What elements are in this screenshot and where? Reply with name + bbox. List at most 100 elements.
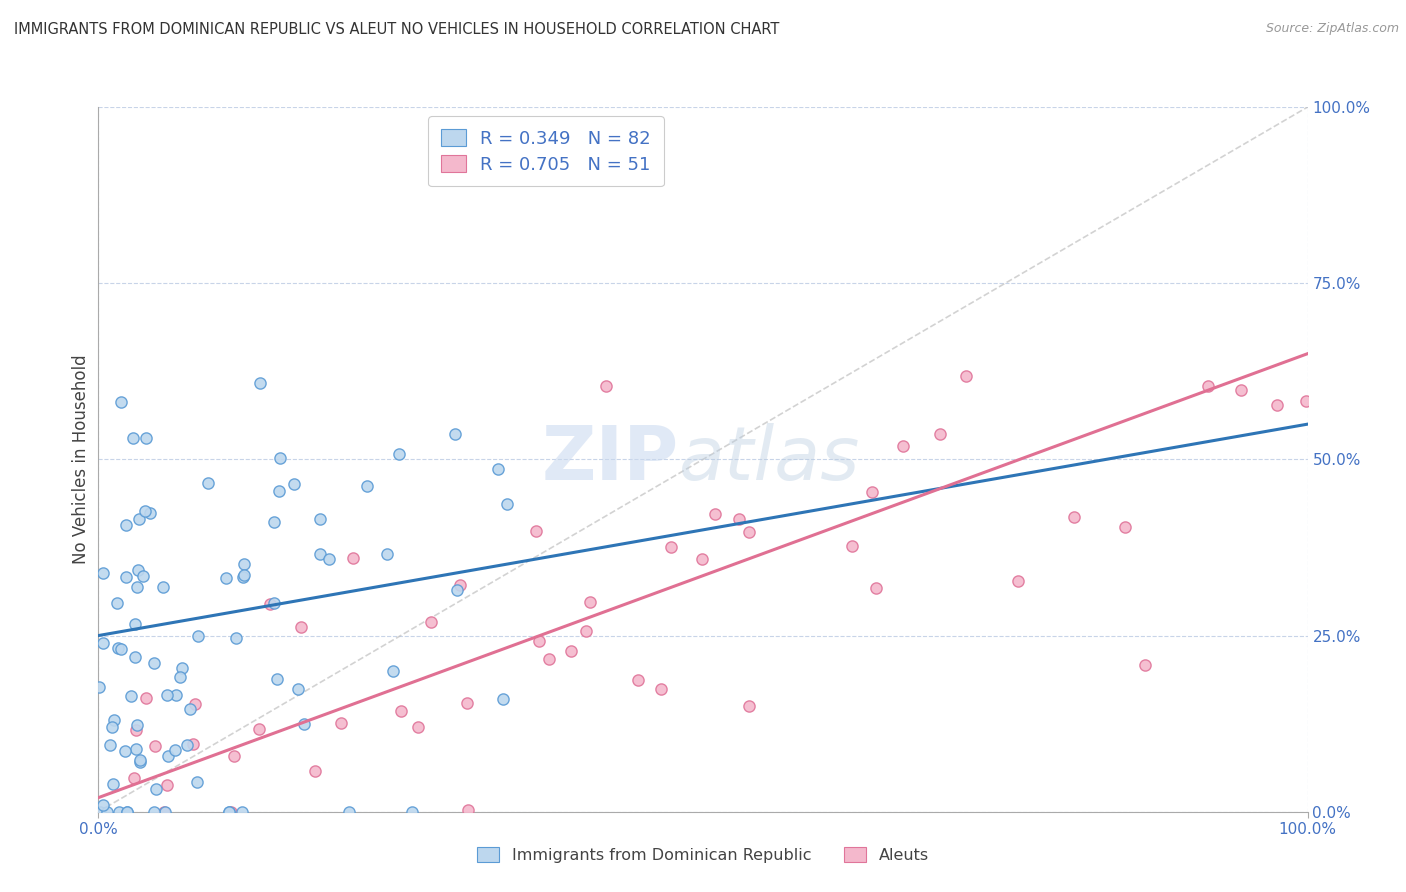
Point bbox=[269, 450, 291, 465]
Point bbox=[247, 722, 270, 736]
Point bbox=[231, 805, 253, 819]
Point bbox=[575, 624, 598, 638]
Point bbox=[91, 635, 114, 649]
Point bbox=[263, 596, 285, 610]
Point bbox=[156, 777, 179, 791]
Point bbox=[1197, 379, 1219, 393]
Y-axis label: No Vehicles in Household: No Vehicles in Household bbox=[72, 354, 90, 565]
Text: atlas: atlas bbox=[679, 424, 860, 495]
Point bbox=[165, 689, 187, 703]
Point bbox=[169, 670, 191, 684]
Point bbox=[87, 680, 110, 694]
Point bbox=[129, 755, 152, 769]
Point bbox=[101, 777, 124, 791]
Point bbox=[232, 557, 254, 571]
Point bbox=[108, 805, 131, 819]
Point bbox=[124, 742, 146, 756]
Point bbox=[406, 720, 429, 734]
Point bbox=[457, 803, 479, 817]
Point bbox=[342, 551, 364, 566]
Point bbox=[139, 506, 162, 520]
Point bbox=[134, 504, 156, 518]
Point bbox=[659, 540, 682, 554]
Point bbox=[329, 716, 352, 731]
Point bbox=[181, 738, 204, 752]
Point bbox=[356, 478, 378, 492]
Point bbox=[172, 661, 194, 675]
Point bbox=[486, 461, 509, 475]
Point bbox=[1063, 510, 1085, 524]
Point bbox=[186, 774, 208, 789]
Point bbox=[650, 682, 672, 697]
Point bbox=[283, 476, 305, 491]
Point bbox=[377, 547, 399, 561]
Point bbox=[456, 696, 478, 710]
Point bbox=[132, 568, 155, 582]
Point bbox=[249, 376, 271, 390]
Point bbox=[91, 566, 114, 581]
Point bbox=[127, 580, 149, 594]
Point bbox=[495, 497, 517, 511]
Point bbox=[187, 629, 209, 643]
Point bbox=[143, 739, 166, 753]
Point bbox=[928, 426, 950, 441]
Point bbox=[266, 672, 288, 686]
Point bbox=[214, 571, 236, 585]
Point bbox=[128, 512, 150, 526]
Point bbox=[308, 547, 330, 561]
Point bbox=[125, 717, 148, 731]
Point bbox=[89, 805, 111, 819]
Point bbox=[100, 738, 122, 752]
Point bbox=[1114, 520, 1136, 534]
Point bbox=[389, 704, 412, 718]
Point bbox=[122, 772, 145, 786]
Point bbox=[142, 656, 165, 670]
Point bbox=[96, 805, 118, 819]
Point bbox=[860, 485, 883, 500]
Point bbox=[263, 515, 285, 529]
Point bbox=[538, 651, 561, 665]
Point bbox=[110, 394, 132, 409]
Point bbox=[124, 723, 146, 737]
Point bbox=[115, 805, 138, 819]
Point bbox=[176, 739, 198, 753]
Point bbox=[292, 717, 315, 731]
Point bbox=[309, 512, 332, 526]
Point bbox=[219, 805, 242, 819]
Point bbox=[287, 681, 309, 696]
Point bbox=[114, 744, 136, 758]
Point bbox=[218, 805, 240, 819]
Point bbox=[443, 427, 465, 442]
Point bbox=[117, 805, 139, 819]
Point bbox=[737, 699, 759, 714]
Point bbox=[153, 805, 176, 819]
Point bbox=[103, 713, 125, 727]
Point bbox=[155, 805, 177, 819]
Point bbox=[1007, 574, 1029, 588]
Point bbox=[382, 665, 405, 679]
Point bbox=[595, 379, 617, 393]
Point bbox=[267, 483, 290, 498]
Point bbox=[107, 640, 129, 655]
Point bbox=[703, 507, 725, 521]
Point bbox=[728, 511, 751, 525]
Text: ZIP: ZIP bbox=[541, 423, 679, 496]
Point bbox=[388, 446, 411, 460]
Point bbox=[135, 431, 157, 445]
Point bbox=[145, 781, 167, 796]
Point bbox=[122, 431, 145, 445]
Point bbox=[101, 720, 124, 734]
Point bbox=[865, 581, 887, 595]
Point bbox=[232, 570, 254, 584]
Point bbox=[401, 805, 423, 819]
Point bbox=[222, 748, 245, 763]
Point bbox=[891, 439, 914, 453]
Point bbox=[197, 475, 219, 490]
Point bbox=[337, 805, 360, 819]
Legend: Immigrants from Dominican Republic, Aleuts: Immigrants from Dominican Republic, Aleu… bbox=[465, 836, 941, 874]
Point bbox=[157, 748, 180, 763]
Point bbox=[135, 690, 157, 705]
Point bbox=[449, 578, 471, 592]
Point bbox=[738, 524, 761, 539]
Point bbox=[120, 689, 142, 703]
